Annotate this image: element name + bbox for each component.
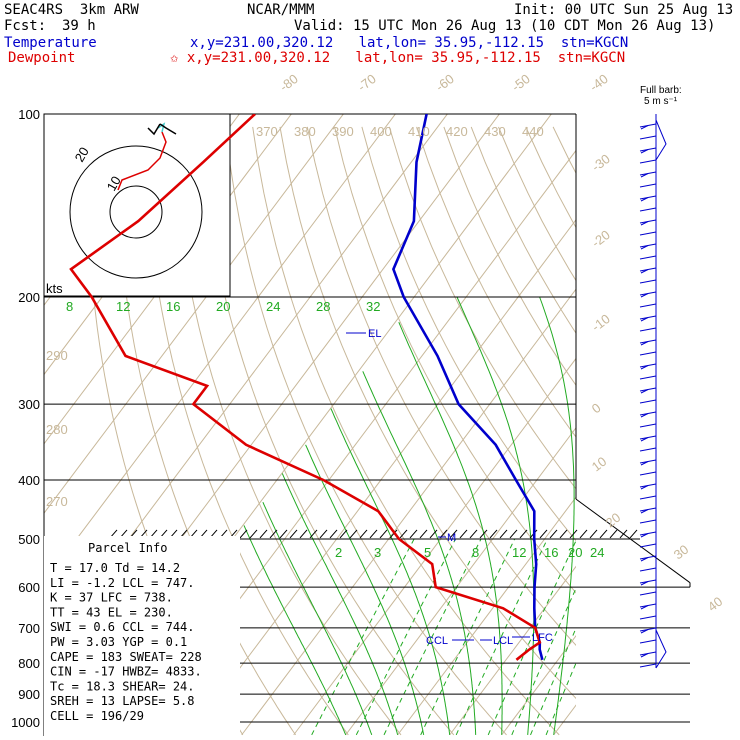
- theta-label: 410: [408, 124, 430, 139]
- parcel-info-row: Tc = 18.3 SHEAR= 24.: [50, 679, 195, 693]
- mixing-ratio-label: 20: [568, 545, 582, 560]
- parcel-info-row: TT = 43 EL = 230.: [50, 605, 173, 619]
- moist-adiabat-label: 20: [216, 299, 230, 314]
- parcel-info-title: Parcel Info: [88, 541, 167, 555]
- pressure-label: 500: [18, 532, 40, 547]
- mixing-ratio-label: 5: [424, 545, 431, 560]
- org-label: NCAR/MMM: [247, 2, 315, 18]
- theta-label: 290: [46, 348, 68, 363]
- isotherm-label: -50: [509, 71, 533, 94]
- ccl-marker: CCL: [426, 635, 448, 647]
- isotherm-label: 30: [671, 542, 692, 563]
- pressure-label: 300: [18, 397, 40, 412]
- isotherm-label: 40: [705, 594, 726, 615]
- wind-barbs: [639, 114, 667, 669]
- pressure-label: 200: [18, 290, 40, 305]
- moist-adiabat-label: 24: [266, 299, 280, 314]
- barb-legend-line1: Full barb:: [640, 85, 682, 96]
- mixing-ratio-label: 8: [472, 545, 479, 560]
- isotherm-label: -10: [589, 311, 613, 334]
- parcel-info-row: CELL = 196/29: [50, 709, 144, 723]
- theta-label: 440: [522, 124, 544, 139]
- temperature-location: x,y=231.00,320.12 lat,lon= 35.95,-112.15…: [190, 35, 629, 51]
- isotherm-label: -20: [589, 227, 613, 250]
- moist-adiabat-label: 8: [66, 299, 73, 314]
- theta-label: 430: [484, 124, 506, 139]
- hodo-ring-label-10: 10: [104, 173, 124, 193]
- isotherm-label: 20: [603, 510, 624, 531]
- pressure-label: 400: [18, 473, 40, 488]
- mixing-ratio-label: 16: [544, 545, 558, 560]
- m-marker: M: [447, 532, 456, 544]
- isotherm-label: -80: [277, 71, 301, 94]
- pressure-label: 700: [18, 621, 40, 636]
- temperature-profile: [392, 114, 544, 661]
- model-title: SEAC4RS 3km ARW: [4, 2, 139, 18]
- parcel-info-row: SWI = 0.6 CCL = 744.: [50, 620, 195, 634]
- isotherm-label: -30: [589, 151, 613, 174]
- dewpoint-legend: Dewpoint: [8, 50, 76, 66]
- isotherm-label: 0: [589, 400, 604, 416]
- parcel-info-row: PW = 3.03 YGP = 0.1: [50, 635, 187, 649]
- temperature-legend: Temperature: [4, 35, 97, 51]
- theta-label: 400: [370, 124, 392, 139]
- mixing-ratio-label: 3: [374, 545, 381, 560]
- theta-label: 270: [46, 494, 68, 509]
- init-time: Init: 00 UTC Sun 25 Aug 13: [514, 2, 734, 18]
- moist-adiabat-label: 12: [116, 299, 130, 314]
- lcl-marker: LCL: [493, 635, 513, 647]
- parcel-info-row: K = 37 LFC = 738.: [50, 591, 173, 605]
- theta-label: 420: [446, 124, 468, 139]
- fcst-value: 39 h: [62, 18, 96, 34]
- valid-time: Valid: 15 UTC Mon 26 Aug 13 (10 CDT Mon …: [294, 18, 716, 34]
- mixing-ratio-label: 24: [590, 545, 604, 560]
- hodo-ring-label-20: 20: [72, 144, 92, 164]
- barb-legend-line2: 5 m s⁻¹: [644, 96, 678, 107]
- theta-label: 280: [46, 422, 68, 437]
- parcel-info-row: T = 17.0 Td = 14.2: [50, 561, 180, 575]
- lfc-marker: LFC: [532, 632, 553, 644]
- isotherm-label: -60: [433, 71, 457, 94]
- isotherm-label: -40: [587, 71, 611, 94]
- mixing-ratio-label: 12: [512, 545, 526, 560]
- dewpoint-profile: [69, 114, 542, 661]
- moist-adiabat-label: 28: [316, 299, 330, 314]
- theta-label: 380: [294, 124, 316, 139]
- fcst-label: Fcst:: [4, 18, 47, 34]
- moist-adiabat-label: 32: [366, 299, 380, 314]
- pressure-label: 100: [18, 107, 40, 122]
- parcel-info-row: LI = -1.2 LCL = 747.: [50, 576, 195, 590]
- parcel-info-box: [44, 536, 240, 736]
- pressure-label: 800: [18, 656, 40, 671]
- moist-adiabat-label: 16: [166, 299, 180, 314]
- parcel-info-row: CIN = -17 HWBZ= 4833.: [50, 665, 202, 679]
- isotherm-label: -70: [355, 71, 379, 94]
- parcel-info-row: CAPE = 183 SWEAT= 228: [50, 650, 202, 664]
- hodograph: [69, 122, 203, 279]
- isotherm-label: 10: [589, 454, 610, 475]
- pressure-label: 900: [18, 687, 40, 702]
- pressure-label: 600: [18, 580, 40, 595]
- dewpoint-location: ✩ x,y=231.00,320.12 lat,lon= 35.95,-112.…: [170, 50, 626, 66]
- theta-label: 390: [332, 124, 354, 139]
- parcel-info-row: SREH = 13 LAPSE= 5.8: [50, 694, 195, 708]
- pressure-label: 1000: [11, 715, 40, 730]
- hodo-units: kts: [46, 281, 63, 296]
- el-marker: EL: [368, 328, 381, 340]
- mixing-ratio-label: 2: [335, 545, 342, 560]
- theta-label: 370: [256, 124, 278, 139]
